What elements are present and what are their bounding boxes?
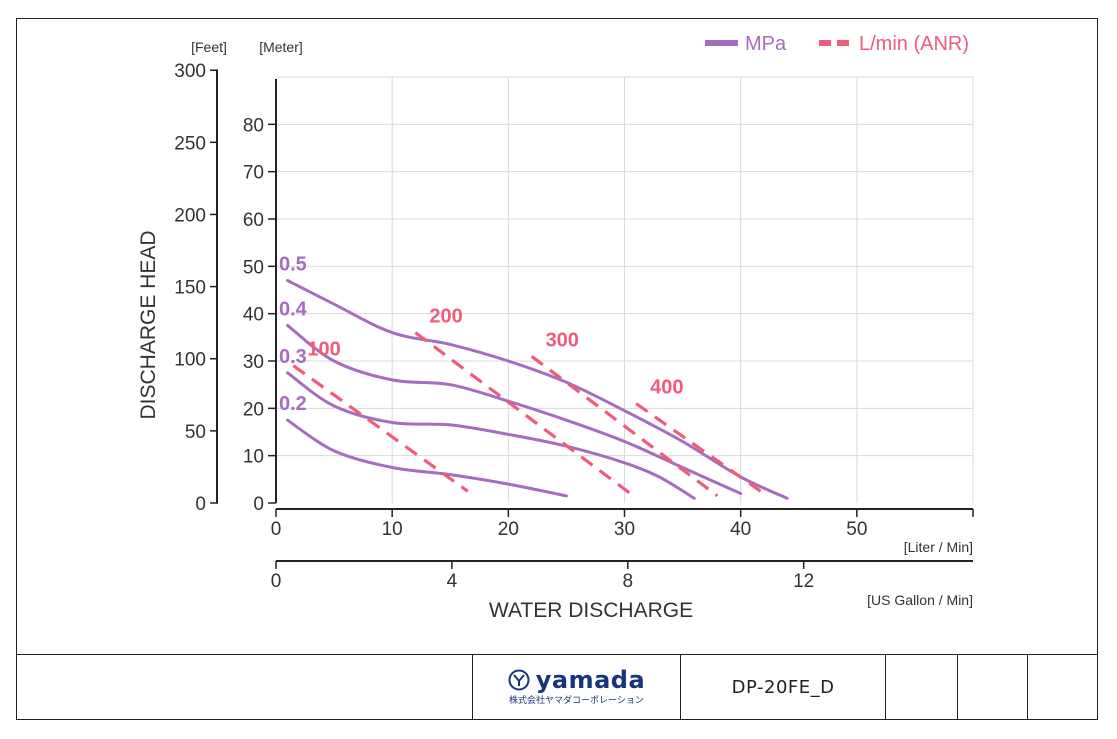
liter-tick-label: 20 xyxy=(498,519,519,540)
meter-tick-label: 80 xyxy=(243,115,264,136)
brand-subtitle: 株式会社ヤマダコーポレーション xyxy=(509,695,644,706)
feet-tick-label: 150 xyxy=(174,278,206,299)
title-block-cell-c xyxy=(1027,655,1097,719)
feet-unit-label: [Feet] xyxy=(191,39,227,55)
mpa-curve-0.5 xyxy=(286,279,789,500)
mpa-curve-0.2 xyxy=(286,418,568,498)
anr-label-200: 200 xyxy=(429,306,462,328)
anr-line-200 xyxy=(414,331,632,495)
doc-code-cell: DP-20FE_D xyxy=(679,655,886,719)
series xyxy=(286,279,789,500)
feet-tick-label: 50 xyxy=(185,422,206,443)
gallon-tick-label: 4 xyxy=(447,571,458,592)
x-axis-title: WATER DISCHARGE xyxy=(489,599,693,622)
title-block-blank-cell xyxy=(17,655,472,719)
y-axis-title: DISCHARGE HEAD xyxy=(137,230,160,419)
liter-unit-label: [Liter / Min] xyxy=(904,539,973,555)
meter-tick-label: 40 xyxy=(243,305,264,326)
feet-tick-label: 100 xyxy=(174,350,206,371)
document-code: DP-20FE_D xyxy=(731,676,835,698)
legend-label-anr: L/min (ANR) xyxy=(859,33,969,55)
labels: 0.5 0.4 0.3 0.2 100 200 300 400 xyxy=(279,254,683,416)
mpa-curve-0.3 xyxy=(286,371,696,500)
axes: 01020304050607080050100150200250300[Feet… xyxy=(137,39,974,622)
anr-line-400 xyxy=(635,402,765,495)
anr-line-100 xyxy=(292,364,469,493)
liter-tick-label: 10 xyxy=(382,519,403,540)
anr-label-400: 400 xyxy=(650,377,683,399)
title-block-cell-a xyxy=(885,655,957,719)
legend: MPa L/min (ANR) xyxy=(705,33,969,55)
brand-logo: yamada 株式会社ヤマダコーポレーション xyxy=(508,665,646,706)
liter-tick-label: 30 xyxy=(614,519,635,540)
brand-cell: yamada 株式会社ヤマダコーポレーション xyxy=(472,655,680,719)
gallon-tick-label: 0 xyxy=(271,571,282,592)
feet-tick-label: 0 xyxy=(195,494,206,515)
mpa-label-0.2: 0.2 xyxy=(279,393,307,415)
gallon-tick-label: 12 xyxy=(793,571,814,592)
gallon-tick-label: 8 xyxy=(623,571,634,592)
mpa-label-0.3: 0.3 xyxy=(279,346,307,368)
title-block-cell-b xyxy=(957,655,1027,719)
meter-tick-label: 70 xyxy=(243,163,264,184)
anr-label-100: 100 xyxy=(307,339,340,361)
liter-tick-label: 0 xyxy=(271,519,282,540)
anr-line-300 xyxy=(530,355,719,498)
feet-tick-label: 300 xyxy=(174,61,206,82)
gallon-unit-label: [US Gallon / Min] xyxy=(867,592,973,608)
meter-tick-label: 60 xyxy=(243,210,264,231)
title-block: yamada 株式会社ヤマダコーポレーション DP-20FE_D xyxy=(16,654,1098,720)
legend-label-mpa: MPa xyxy=(745,33,787,55)
meter-tick-label: 30 xyxy=(243,352,264,373)
feet-tick-label: 250 xyxy=(174,133,206,154)
meter-tick-label: 0 xyxy=(253,494,264,515)
meter-tick-label: 10 xyxy=(243,447,264,468)
chart-frame: 0 10 20 30 40 50 60 70 80 0 50 100 150 200 250 300 [Feet… xyxy=(16,18,1098,720)
meter-unit-label: [Meter] xyxy=(259,39,303,55)
grid xyxy=(276,76,974,503)
mpa-label-0.5: 0.5 xyxy=(279,254,307,276)
liter-tick-label: 50 xyxy=(846,519,867,540)
liter-tick-label: 40 xyxy=(730,519,751,540)
performance-chart: 01020304050607080050100150200250300[Feet… xyxy=(137,33,974,622)
mpa-label-0.4: 0.4 xyxy=(279,299,308,321)
meter-tick-label: 20 xyxy=(243,399,264,420)
feet-tick-label: 200 xyxy=(174,205,206,226)
brand-name: yamada xyxy=(535,665,646,694)
meter-tick-label: 50 xyxy=(243,257,264,278)
yamada-emblem-icon xyxy=(508,669,530,690)
anr-label-300: 300 xyxy=(546,329,579,351)
